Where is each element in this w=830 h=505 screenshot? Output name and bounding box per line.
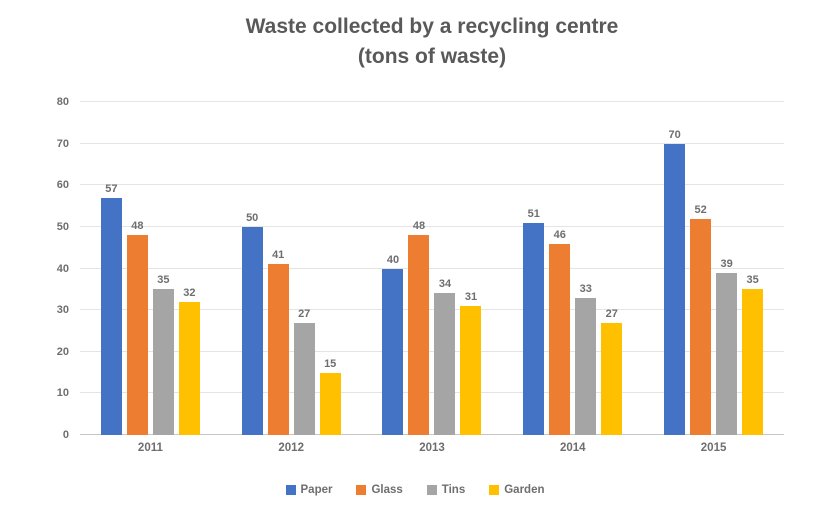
bar-value-label: 41	[272, 249, 285, 262]
bar-tins-2011: 35	[152, 274, 174, 435]
bar-group-2013: 40 48 34 31	[362, 102, 503, 435]
legend-label-paper: Paper	[300, 484, 333, 496]
y-tick-label-0: 0	[62, 429, 69, 441]
bar-group-2014: 51 46 33 27	[502, 102, 643, 435]
bar-value-label: 27	[605, 307, 618, 320]
bar-value-label: 33	[579, 282, 592, 295]
legend-swatch-tins	[426, 485, 437, 495]
y-tick-label-30: 30	[56, 304, 69, 317]
legend-label-glass: Glass	[371, 484, 403, 496]
bar-value-label: 48	[412, 220, 426, 233]
bar-value-label: 39	[720, 257, 733, 270]
bar-glass-2014: 46	[549, 229, 571, 435]
chart-title-line2: (tons of waste)	[357, 45, 507, 68]
bar-glass-2013: 48	[408, 220, 430, 435]
bar-value-label: 46	[553, 228, 566, 241]
bar-value-label: 51	[527, 207, 540, 220]
bar-paper-2013: 40	[382, 254, 404, 435]
legend-swatch-paper	[285, 485, 296, 495]
legend-swatch-garden	[489, 485, 500, 495]
bar-groups: 57 48 35 32 50 41 27 15 40 48 34 31 51 46 33 27 70 52 39 35	[80, 102, 784, 435]
bar-glass-2015: 52	[690, 204, 712, 435]
bar-garden-2015: 35	[742, 274, 764, 435]
chart-title: Waste collected by a recycling centre (t…	[80, 12, 784, 72]
gridline-80	[80, 101, 784, 102]
bar-glass-2012: 41	[267, 249, 289, 435]
legend-item-paper: Paper	[285, 484, 333, 496]
bar-value-label: 35	[157, 274, 170, 287]
bar-tins-2014: 33	[575, 283, 597, 435]
bar-value-label: 27	[298, 307, 311, 320]
legend-label-tins: Tins	[441, 484, 466, 496]
bar-value-label: 48	[131, 220, 144, 233]
x-tick-label-2012: 2012	[278, 442, 304, 454]
y-tick-label-10: 10	[56, 387, 69, 400]
bar-garden-2011: 32	[178, 287, 200, 435]
x-axis-labels: 2011 2012 2013 2014 2015	[80, 442, 784, 454]
gridline-40	[80, 267, 784, 269]
bar-value-label: 32	[183, 286, 196, 299]
bar-garden-2012: 15	[319, 358, 341, 435]
y-tick-label-60: 60	[56, 179, 69, 192]
bar-value-label: 35	[746, 274, 759, 287]
gridline-10	[80, 392, 784, 394]
bar-value-label: 34	[438, 278, 452, 291]
bar-value-label: 57	[105, 182, 118, 195]
bar-paper-2011: 57	[100, 183, 122, 435]
plot-area: 0 10 20 30 40 50 60 70 80 57 48 35 32 50 41 27 15 40 48 34 3…	[57, 96, 784, 454]
bar-garden-2013: 31	[460, 291, 482, 435]
bar-group-2012: 50 41 27 15	[221, 102, 362, 435]
bar-group-2015: 70 52 39 35	[643, 102, 784, 435]
gridline-60	[80, 184, 784, 186]
y-tick-label-70: 70	[56, 137, 69, 150]
x-tick-label-2015: 2015	[700, 442, 727, 454]
y-tick-label-50: 50	[56, 220, 69, 233]
gridline-50	[80, 225, 784, 227]
y-tick-label-80: 80	[56, 96, 69, 108]
bar-tins-2013: 34	[434, 278, 456, 435]
gridline-0	[80, 434, 784, 435]
x-tick-label-2014: 2014	[559, 442, 586, 454]
y-tick-label-20: 20	[56, 345, 69, 358]
bar-paper-2012: 50	[241, 212, 263, 435]
bar-tins-2015: 39	[716, 258, 738, 435]
bar-group-2011: 57 48 35 32	[80, 102, 221, 435]
bar-paper-2014: 51	[523, 208, 545, 435]
bar-glass-2011: 48	[126, 220, 148, 435]
legend-item-tins: Tins	[426, 484, 466, 496]
y-tick-label-40: 40	[56, 262, 69, 275]
bar-value-label: 31	[464, 290, 478, 303]
gridline-20	[80, 350, 784, 352]
bar-value-label: 50	[246, 211, 259, 224]
legend-label-garden: Garden	[504, 484, 545, 496]
chart-title-line1: Waste collected by a recycling centre	[245, 15, 619, 38]
legend-item-garden: Garden	[489, 484, 545, 496]
bar-garden-2014: 27	[601, 308, 623, 435]
bar-paper-2015: 70	[664, 129, 686, 435]
legend: Paper Glass Tins Garden	[0, 484, 830, 496]
bar-tins-2012: 27	[293, 308, 315, 435]
bar-value-label: 40	[386, 253, 400, 266]
gridline-70	[80, 142, 784, 144]
bar-value-label: 70	[668, 128, 681, 141]
x-tick-label-2013: 2013	[419, 442, 445, 454]
legend-swatch-glass	[356, 485, 367, 495]
gridline-30	[80, 309, 784, 311]
legend-item-glass: Glass	[356, 484, 403, 496]
bar-value-label: 15	[324, 357, 337, 370]
x-tick-label-2011: 2011	[137, 442, 163, 454]
bar-value-label: 52	[694, 203, 707, 216]
